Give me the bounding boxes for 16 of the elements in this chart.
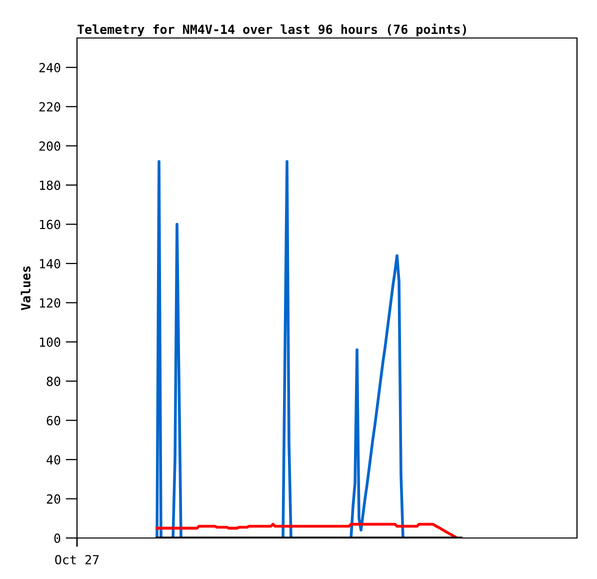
y-tick-label: 200: [39, 141, 60, 151]
y-tick-label: 120: [40, 298, 60, 308]
y-tick-label: 140: [40, 258, 60, 268]
y-axis-title: Values: [20, 266, 30, 310]
y-tick-label: 20: [46, 494, 60, 504]
y-tick-label: 60: [46, 416, 60, 426]
chart-title: Telemetry for NM4V-14 over last 96 hours (76 points): [78, 24, 466, 36]
y-tick-label: 40: [46, 455, 60, 465]
text: Oct 27: [55, 554, 99, 564]
y-tick-label: 180: [40, 180, 60, 190]
y-tick-label: 0: [54, 534, 60, 543]
y-tick-label: 80: [46, 376, 60, 386]
y-tick-label: 100: [40, 337, 60, 347]
y-tick-label: 220: [39, 102, 60, 112]
y-tick-label: 240: [39, 62, 60, 72]
y-tick-label: 160: [40, 220, 60, 230]
